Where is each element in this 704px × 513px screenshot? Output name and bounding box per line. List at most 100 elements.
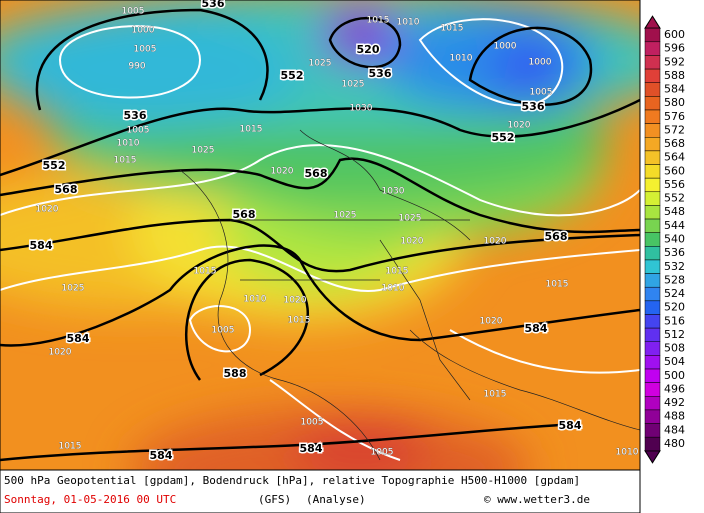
colorbar-swatch [644, 368, 661, 383]
colorbar-label: 544 [664, 219, 685, 232]
colorbar-swatch [644, 409, 661, 424]
pressure-label: 1020 [484, 237, 507, 247]
colorbar-swatch [644, 300, 661, 315]
pressure-label: 1025 [309, 59, 332, 69]
geopotential-label: 584 [30, 239, 53, 252]
pressure-label: 1000 [529, 58, 552, 68]
colorbar-label: 572 [664, 123, 685, 136]
footer-date: Sonntag, 01-05-2016 00 UTC [4, 493, 176, 506]
colorbar-label: 504 [664, 355, 685, 368]
pressure-label: 1005 [127, 126, 150, 136]
colorbar-label: 576 [664, 110, 685, 123]
pressure-label: 990 [128, 62, 145, 72]
colorbar-swatch [644, 41, 661, 56]
colorbar-swatch [644, 436, 661, 452]
colorbar-label: 524 [664, 287, 685, 300]
colorbar-swatch [644, 68, 661, 83]
geopotential-label: 536 [124, 109, 147, 122]
geopotential-label: 520 [357, 43, 380, 56]
footer-run: (Analyse) [306, 493, 366, 506]
geopotential-label: 584 [300, 442, 323, 455]
colorbar-swatch [644, 164, 661, 179]
pressure-label: 1015 [114, 156, 137, 166]
pressure-label: 1015 [441, 24, 464, 34]
pressure-label: 1010 [244, 295, 267, 305]
geopotential-label: 552 [43, 159, 66, 172]
colorbar-label: 532 [664, 260, 685, 273]
pressure-label: 1010 [450, 54, 473, 64]
colorbar-swatch [644, 382, 661, 397]
colorbar-swatch [644, 27, 661, 43]
colorbar-label: 584 [664, 83, 685, 96]
pressure-label: 1015 [546, 280, 569, 290]
colorbar-label: 536 [664, 246, 685, 259]
colorbar-swatch [644, 205, 661, 220]
colorbar-label: 520 [664, 301, 685, 314]
colorbar-label: 552 [664, 192, 685, 205]
geopotential-label: 536 [522, 100, 545, 113]
geopotential-label: 568 [233, 208, 256, 221]
pressure-label: 1015 [288, 316, 311, 326]
pressure-label: 1020 [271, 167, 294, 177]
colorbar-label: 480 [664, 437, 685, 450]
pressure-label: 1005 [212, 326, 235, 336]
colorbar-swatch [644, 273, 661, 288]
geopotential-label: 568 [305, 167, 328, 180]
pressure-label: 1020 [49, 348, 72, 358]
colorbar-label: 600 [664, 28, 685, 41]
pressure-label: 1020 [36, 205, 59, 215]
colorbar-label: 488 [664, 410, 685, 423]
pressure-label: 1010 [382, 284, 405, 294]
colorbar-swatch [644, 259, 661, 274]
colorbar-label: 492 [664, 396, 685, 409]
colorbar-swatch [644, 396, 661, 411]
colorbar-swatch [644, 191, 661, 206]
pressure-label: 1025 [334, 211, 357, 221]
colorbar-label: 592 [664, 55, 685, 68]
pressure-label: 1005 [134, 45, 157, 55]
pressure-label: 1005 [122, 7, 145, 17]
pressure-label: 1020 [508, 121, 531, 131]
colorbar-label: 588 [664, 69, 685, 82]
pressure-label: 1000 [494, 42, 517, 52]
colorbar-swatch [644, 82, 661, 97]
pressure-label: 1010 [616, 448, 639, 458]
pressure-label: 1020 [401, 237, 424, 247]
colorbar-label: 540 [664, 233, 685, 246]
colorbar-swatch [644, 355, 661, 370]
colorbar-swatch [644, 177, 661, 193]
colorbar-label: 496 [664, 382, 685, 395]
colorbar-swatch [644, 232, 661, 247]
colorbar-swatch [644, 286, 661, 302]
geopotential-label: 588 [224, 367, 247, 380]
colorbar-swatch [644, 123, 661, 138]
pressure-label: 1025 [342, 80, 365, 90]
geopotential-label: 584 [525, 322, 548, 335]
colorbar-swatch [644, 218, 661, 233]
pressure-label: 1030 [350, 104, 373, 114]
colorbar-cap [644, 450, 661, 464]
pressure-label: 1015 [59, 442, 82, 452]
pressure-label: 1025 [192, 146, 215, 156]
colorbar-label: 548 [664, 205, 685, 218]
colorbar-swatch [644, 327, 661, 343]
colorbar-label: 500 [664, 369, 685, 382]
colorbar-cap [644, 15, 661, 29]
footer-title: 500 hPa Geopotential [gpdam], Bodendruck… [4, 474, 580, 487]
colorbar-label: 568 [664, 137, 685, 150]
colorbar-label: 580 [664, 96, 685, 109]
colorbar-swatch [644, 150, 661, 165]
colorbar-swatch [644, 96, 661, 111]
pressure-label: 1025 [62, 284, 85, 294]
footer-model: (GFS) [258, 493, 291, 506]
colorbar-swatch [644, 109, 661, 124]
geopotential-label: 584 [150, 449, 173, 462]
pressure-label: 1020 [480, 317, 503, 327]
colorbar-swatch [644, 423, 661, 438]
geopotential-label: 552 [492, 131, 515, 144]
geopotential-label: 552 [281, 69, 304, 82]
footer-box [0, 469, 641, 513]
pressure-label: 1000 [132, 26, 155, 36]
